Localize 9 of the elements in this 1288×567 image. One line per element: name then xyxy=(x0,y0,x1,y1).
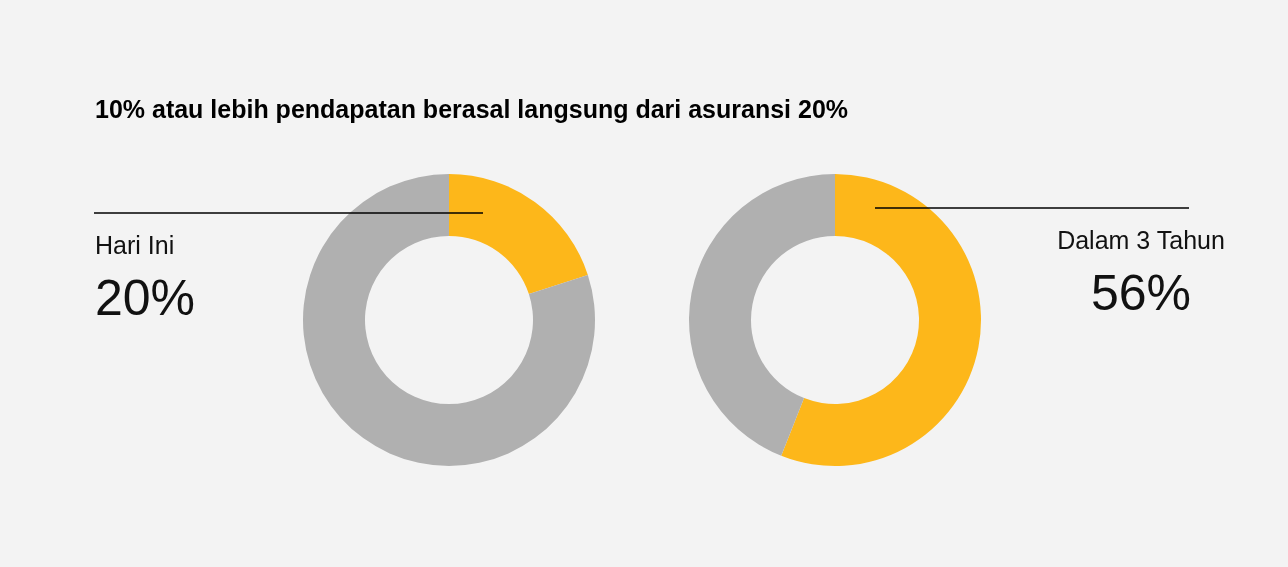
chart-title: 10% atau lebih pendapatan berasal langsung dari asuransi 20% xyxy=(95,95,849,123)
slice-label: Dalam 3 Tahun xyxy=(1057,226,1225,254)
data-label: 56% xyxy=(1090,265,1192,321)
donut-slice xyxy=(449,174,588,295)
donut-slice xyxy=(689,174,835,456)
slice-label: Hari Ini xyxy=(95,231,175,259)
data-label: 20% xyxy=(95,270,196,326)
donut-slice xyxy=(303,174,595,466)
donut-slice xyxy=(781,174,981,466)
